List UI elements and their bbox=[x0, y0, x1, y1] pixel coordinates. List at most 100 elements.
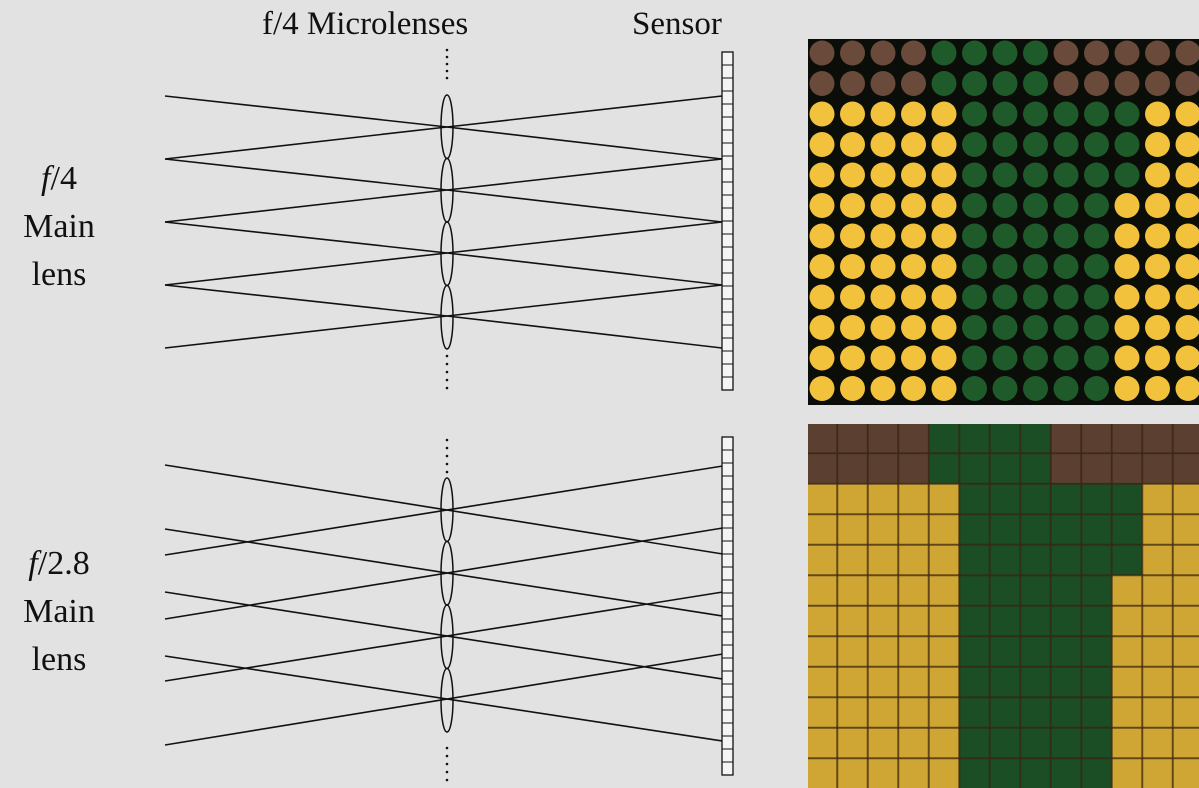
top-continuation-dots bbox=[445, 55, 449, 59]
photo-cell bbox=[1111, 727, 1143, 759]
photo-microlens-image bbox=[1023, 71, 1048, 96]
top-ray bbox=[164, 126, 448, 160]
photo-cell bbox=[867, 424, 899, 454]
photo-microlens-image bbox=[931, 223, 957, 249]
top-continuation-dots bbox=[445, 354, 449, 358]
photo-microlens-image bbox=[1114, 193, 1140, 218]
photo-microlens-image bbox=[1145, 193, 1170, 218]
photo-microlens-image bbox=[1175, 40, 1199, 66]
photo-cell bbox=[1081, 727, 1112, 759]
photo-microlens-image bbox=[1114, 132, 1140, 157]
photo-cell bbox=[1020, 483, 1051, 515]
top-lens-word: lens bbox=[31, 256, 87, 293]
photo-microlens-image bbox=[992, 284, 1018, 310]
photo-microlens-image bbox=[931, 376, 957, 401]
photo-microlens-image bbox=[1084, 193, 1109, 218]
photo-cell bbox=[959, 636, 990, 667]
photo-microlens-image bbox=[840, 223, 865, 249]
photo-background bbox=[808, 39, 1199, 405]
photo-microlens-image bbox=[1175, 376, 1199, 401]
photo-microlens-image bbox=[1175, 345, 1199, 371]
photo-cell bbox=[1111, 424, 1143, 454]
photo-cell bbox=[837, 758, 868, 788]
photo-cell bbox=[989, 483, 1021, 515]
photo-microlens-image bbox=[870, 376, 896, 401]
photo-microlens-image bbox=[1084, 132, 1109, 157]
photo-microlens-image bbox=[1145, 315, 1170, 340]
bottom-continuation-dots bbox=[445, 446, 449, 450]
photo-cell bbox=[1142, 605, 1173, 637]
top-ray bbox=[446, 158, 723, 191]
bottom-microlens bbox=[440, 667, 454, 733]
top-ray bbox=[164, 315, 448, 349]
top-continuation-dots bbox=[445, 69, 449, 73]
photo-microlens-image bbox=[962, 40, 987, 66]
photo-cell bbox=[1050, 514, 1082, 545]
photo-microlens-image bbox=[1145, 345, 1170, 371]
photo-cell bbox=[867, 697, 899, 728]
photo-cell bbox=[1050, 758, 1082, 788]
photo-cell bbox=[989, 514, 1021, 545]
photo-microlens-image bbox=[1175, 71, 1199, 96]
photo-cell bbox=[1172, 453, 1199, 484]
photo-microlens-image bbox=[992, 223, 1018, 249]
photo-microlens-image bbox=[1175, 284, 1199, 310]
photo-cell bbox=[898, 605, 929, 637]
photo-microlens-image bbox=[809, 132, 835, 157]
photo-cell bbox=[959, 453, 990, 484]
photo-cell bbox=[989, 424, 1021, 454]
photo-cell bbox=[808, 453, 838, 484]
top-ray bbox=[164, 95, 448, 128]
photo-cell bbox=[867, 575, 899, 606]
photo-microlens-image bbox=[1114, 284, 1140, 310]
photo-microlens-image bbox=[931, 193, 957, 218]
bottom-lens-word: lens bbox=[31, 641, 87, 678]
photo-cell bbox=[1142, 483, 1173, 515]
bottom-continuation-dots bbox=[445, 770, 449, 774]
photo-cell bbox=[1020, 636, 1051, 667]
photo-cell bbox=[989, 605, 1021, 637]
top-continuation-dots bbox=[445, 378, 449, 382]
top-f-prefix: f bbox=[41, 160, 51, 197]
photo-cell bbox=[837, 636, 868, 667]
top-continuation-dots bbox=[445, 370, 449, 374]
photo-cell bbox=[837, 727, 868, 759]
photo-microlens-image bbox=[1084, 101, 1109, 127]
photo-cell bbox=[837, 575, 868, 606]
photo-microlens-image bbox=[962, 315, 987, 340]
top-ray bbox=[446, 315, 723, 349]
bottom-main-lens-label: f/2.8 Main lens bbox=[4, 540, 114, 684]
photo-cell bbox=[1142, 453, 1173, 484]
photo-cell bbox=[808, 424, 838, 454]
photo-microlens-image bbox=[1053, 284, 1079, 310]
photo-microlens-image bbox=[1053, 71, 1079, 96]
photo-microlens-image bbox=[1175, 193, 1199, 218]
photo-microlens-image bbox=[931, 284, 957, 310]
photo-microlens-image bbox=[1145, 284, 1170, 310]
photo-cell bbox=[1172, 605, 1199, 637]
photo-cell bbox=[959, 575, 990, 606]
photo-microlens-image bbox=[901, 101, 926, 127]
photo-microlens-image bbox=[1023, 162, 1048, 188]
photo-microlens-image bbox=[809, 101, 835, 127]
ray-diagram bbox=[164, 48, 734, 782]
photo-cell bbox=[898, 575, 929, 606]
photo-cell bbox=[928, 514, 960, 545]
photo-cell bbox=[898, 514, 929, 545]
photo-microlens-image bbox=[931, 71, 957, 96]
bottom-continuation-dots bbox=[445, 762, 449, 766]
top-microlens bbox=[440, 284, 454, 350]
photo-cell bbox=[808, 666, 838, 698]
photo-cell bbox=[1172, 697, 1199, 728]
photo-microlens-image bbox=[1114, 315, 1140, 340]
photo-microlens-image bbox=[1145, 376, 1170, 401]
photo-microlens-image bbox=[962, 193, 987, 218]
top-main-word: Main bbox=[23, 208, 95, 245]
photo-microlens-image bbox=[1053, 345, 1079, 371]
photo-microlens-image bbox=[962, 162, 987, 188]
photo-microlens-image bbox=[901, 315, 926, 340]
photo-microlens-image bbox=[1023, 345, 1048, 371]
photo-microlens-image bbox=[1053, 223, 1079, 249]
photo-microlens-image bbox=[870, 193, 896, 218]
